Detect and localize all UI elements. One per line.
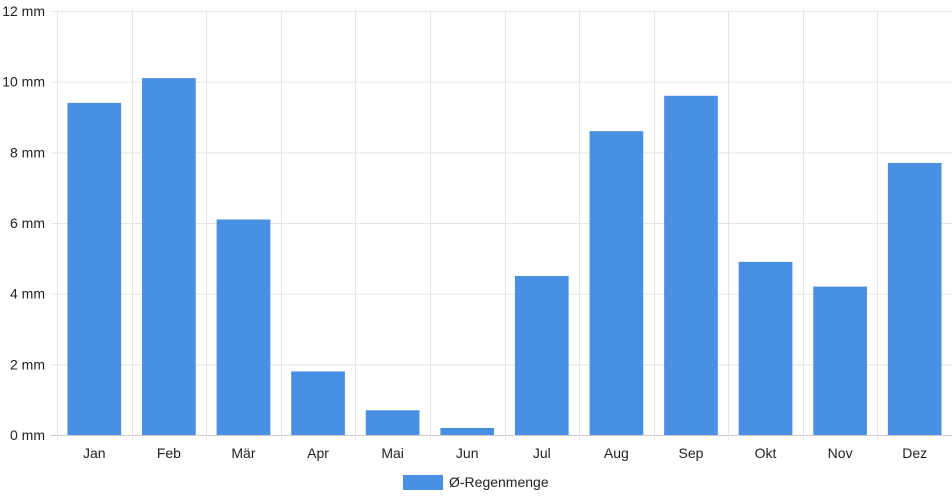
bar-mai[interactable]	[365, 410, 420, 435]
legend[interactable]: Ø-Regenmenge	[403, 474, 549, 490]
y-tick-label: 0 mm	[10, 427, 45, 443]
x-tick-label: Mai	[381, 445, 404, 461]
x-tick-label: Okt	[755, 445, 777, 461]
bar-jun[interactable]	[440, 427, 495, 435]
bar-jul[interactable]	[514, 276, 569, 435]
bar-dez[interactable]	[887, 162, 942, 435]
y-tick-label: 4 mm	[10, 286, 45, 302]
x-tick-label: Sep	[678, 445, 703, 461]
grid-lines	[51, 11, 952, 441]
x-tick-label: Apr	[307, 445, 329, 461]
bar-aug[interactable]	[589, 131, 644, 435]
x-tick-label: Feb	[157, 445, 181, 461]
bar-jan[interactable]	[67, 102, 122, 435]
x-tick-label: Dez	[902, 445, 927, 461]
bar-apr[interactable]	[291, 371, 345, 435]
legend-label[interactable]: Ø-Regenmenge	[449, 474, 549, 490]
y-tick-label: 8 mm	[10, 144, 45, 160]
y-tick-label: 12 mm	[2, 3, 45, 19]
x-tick-label: Mär	[231, 445, 255, 461]
x-tick-label: Jul	[533, 445, 551, 461]
legend-swatch[interactable]	[403, 475, 443, 490]
axes: 0 mm 2 mm 4 mm 6 mm 8 mm 10 mm 12 mm Jan Feb Mär A…	[2, 3, 927, 461]
y-tick-label: 6 mm	[10, 215, 45, 231]
bar-sep[interactable]	[664, 95, 718, 436]
x-tick-label: Jan	[83, 445, 106, 461]
x-tick-label: Jun	[456, 445, 479, 461]
y-tick-label: 10 mm	[2, 74, 45, 90]
bar-nov[interactable]	[813, 286, 867, 435]
bar-okt[interactable]	[738, 261, 793, 435]
x-tick-label: Aug	[604, 445, 629, 461]
bar-feb[interactable]	[142, 78, 196, 435]
y-tick-label: 2 mm	[10, 356, 45, 372]
bar-mär[interactable]	[216, 219, 271, 435]
bars	[67, 78, 942, 436]
x-tick-label: Nov	[828, 445, 853, 461]
